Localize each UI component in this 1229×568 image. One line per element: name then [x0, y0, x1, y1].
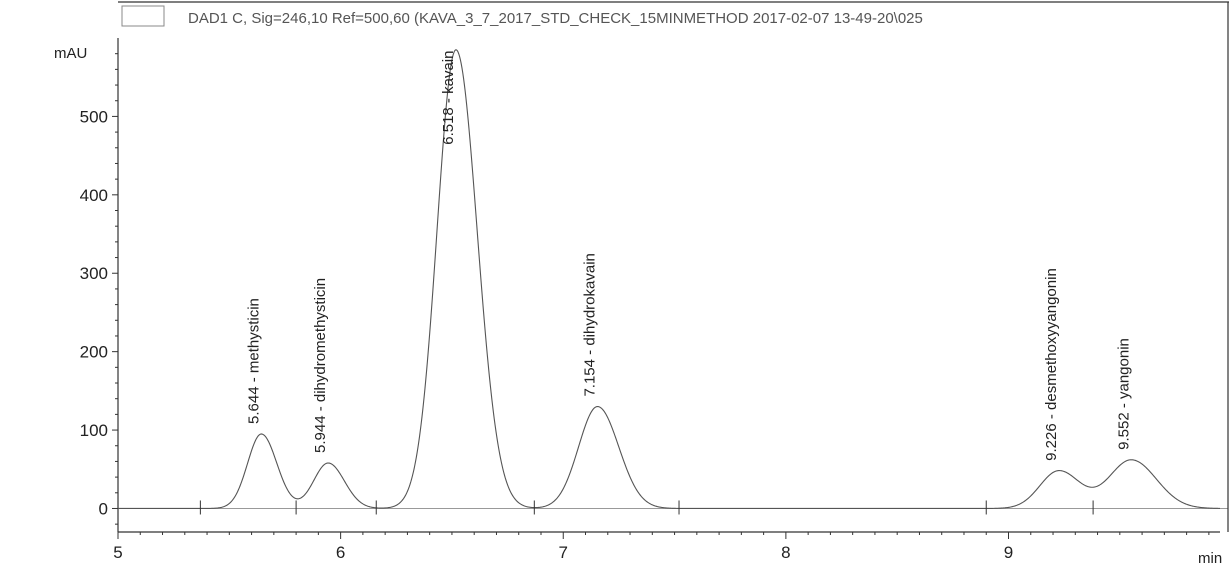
y-tick-label: 0 — [99, 499, 108, 518]
peak-label: 9.226 - desmethoxyyangonin — [1043, 268, 1060, 461]
legend-swatch — [121, 5, 165, 27]
x-tick-label: 8 — [781, 543, 790, 562]
y-tick-label: 100 — [80, 421, 108, 440]
x-tick-label: 9 — [1004, 543, 1013, 562]
y-tick-label: 400 — [80, 186, 108, 205]
plot-area — [118, 49, 1228, 515]
y-tick-label: 300 — [80, 264, 108, 283]
x-tick-label: 5 — [113, 543, 122, 562]
peak-label: 5.644 - methysticin — [245, 298, 262, 424]
axes: 0 100 200 300 400 500 5 6 7 8 9 — [80, 1, 1229, 562]
y-tick-label: 200 — [80, 343, 108, 362]
x-axis-label: min — [1198, 550, 1222, 567]
peak-label: 6.518 - kavain — [440, 51, 457, 145]
peak-label: 5.944 - dihydromethysticin — [312, 278, 329, 453]
peak-label: 7.154 - dihydrokavain — [582, 253, 599, 396]
y-tick-label: 500 — [80, 107, 108, 126]
x-tick-label: 7 — [559, 543, 568, 562]
chromatogram-trace — [118, 49, 1221, 510]
peak-label: 9.552 - yangonin — [1115, 338, 1132, 450]
peak-labels: 5.644 - methysticin 5.944 - dihydromethys… — [245, 51, 1132, 461]
chart-title: DAD1 C, Sig=246,10 Ref=500,60 (KAVA_3_7_… — [188, 10, 923, 27]
x-tick-label: 6 — [336, 543, 345, 562]
chart-title-group: DAD1 C, Sig=246,10 Ref=500,60 (KAVA_3_7_… — [121, 5, 923, 27]
y-axis-label: mAU — [54, 45, 87, 62]
